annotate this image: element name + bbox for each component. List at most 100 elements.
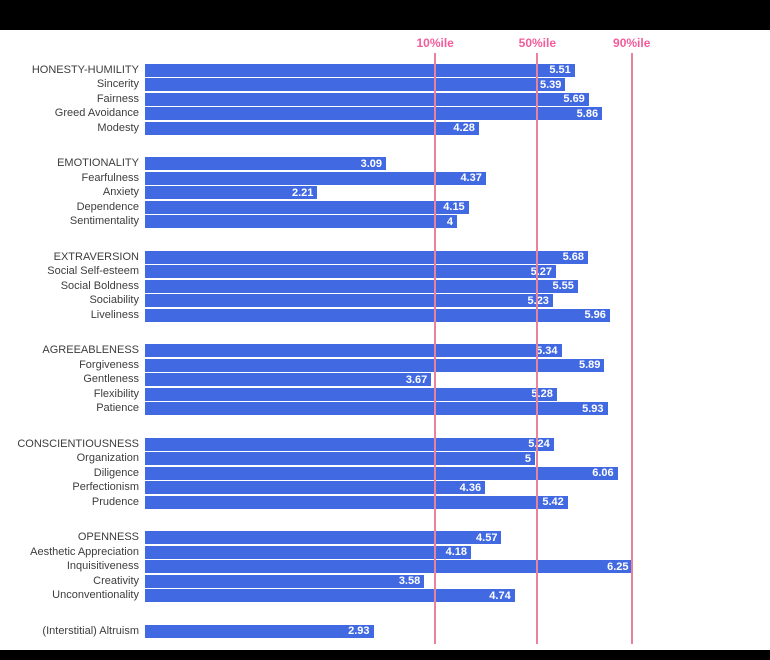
bar-value-label: 5.24 xyxy=(528,438,550,451)
row-label: Fearfulness xyxy=(81,171,139,184)
bar-value-label: 3.67 xyxy=(405,373,428,386)
bar: 5.28 xyxy=(145,387,557,401)
bar: 5.42 xyxy=(145,495,568,509)
bar-track: 5.86 xyxy=(145,107,769,121)
bar-value-label: 4.57 xyxy=(476,531,498,544)
bar-row: Sentimentality 4 xyxy=(0,215,769,230)
bar-track: 4 xyxy=(145,215,769,229)
row-label: Sociability xyxy=(89,294,139,307)
bar-value-label: 5.28 xyxy=(531,388,553,401)
row-label: Social Boldness xyxy=(60,279,139,292)
bar: 5.24 xyxy=(145,437,554,451)
bar-row: Prudence 5.42 xyxy=(0,495,769,510)
row-label: Creativity xyxy=(93,574,139,587)
bar-rows: HONESTY-HUMILITY 5.51 Sincerity 5.39 Fairnes… xyxy=(0,63,769,639)
row-label: EMOTIONALITY xyxy=(57,157,139,170)
row-label: Inquisitiveness xyxy=(66,560,139,573)
trait-group: OPENNESS 4.57 Aesthetic Appreciation 4.18 In… xyxy=(0,531,769,604)
bar-track: 4.37 xyxy=(145,171,769,185)
bar: 4.18 xyxy=(145,545,472,559)
bar-track: 3.67 xyxy=(145,373,769,387)
bar-row: OPENNESS 4.57 xyxy=(0,531,769,546)
bar-row: HONESTY-HUMILITY 5.51 xyxy=(0,63,769,78)
bar-row: Aesthetic Appreciation 4.18 xyxy=(0,545,769,560)
row-label: Aesthetic Appreciation xyxy=(30,545,139,558)
bar-row: Inquisitiveness 6.25 xyxy=(0,560,769,575)
bar: 5.55 xyxy=(145,279,578,293)
row-label: Modesty xyxy=(97,121,139,134)
bar: 5.34 xyxy=(145,344,562,358)
row-label: CONSCIENTIOUSNESS xyxy=(17,437,139,450)
bar-row: Flexibility 5.28 xyxy=(0,387,769,402)
row-label: Flexibility xyxy=(93,387,139,400)
bar-value-label: 5.39 xyxy=(539,78,562,91)
bar-row: AGREEABLENESS 5.34 xyxy=(0,344,769,359)
trait-group: EXTRAVERSION 5.68 Social Self-esteem 5.27 So… xyxy=(0,250,769,323)
bar-track: 5.39 xyxy=(145,78,769,92)
bar-row: Unconventionality 4.74 xyxy=(0,589,769,604)
percentile-label: 90%ile xyxy=(613,36,651,50)
bar-row: Anxiety 2.21 xyxy=(0,186,769,201)
percentile-label: 50%ile xyxy=(518,36,557,50)
row-label: Social Self-esteem xyxy=(47,265,139,278)
bar: 5.69 xyxy=(145,92,589,106)
row-label: AGREEABLENESS xyxy=(42,344,139,357)
bar-value-label: 4.18 xyxy=(445,546,468,559)
bar-track: 5.23 xyxy=(145,294,769,308)
bar-track: 4.36 xyxy=(145,481,769,495)
bar-row: Perfectionism 4.36 xyxy=(0,481,769,496)
bar-row: EMOTIONALITY 3.09 xyxy=(0,157,769,172)
bar-value-label: 4.28 xyxy=(453,122,475,135)
bar: 4 xyxy=(145,215,457,229)
bar-track: 5.93 xyxy=(145,402,769,416)
bar-row: Greed Avoidance 5.86 xyxy=(0,107,769,122)
bar-row: Creativity 3.58 xyxy=(0,574,769,589)
bar-row: Social Boldness 5.55 xyxy=(0,279,769,294)
bar-value-label: 5.89 xyxy=(578,359,601,372)
bar: 4.28 xyxy=(145,121,479,135)
bar-value-label: 5.96 xyxy=(584,309,606,322)
row-label: Anxiety xyxy=(102,186,139,199)
bar-row: Organization 5 xyxy=(0,452,769,467)
bar-track: 6.06 xyxy=(145,466,769,480)
bar-value-label: 6.06 xyxy=(592,467,614,480)
bar-row: Gentleness 3.67 xyxy=(0,373,769,388)
bar: 5.27 xyxy=(145,265,557,279)
bar-track: 5.24 xyxy=(145,437,769,451)
trait-group: (Interstitial) Altruism 2.93 xyxy=(0,624,769,639)
bar: 6.25 xyxy=(145,560,633,574)
bar-track: 5.34 xyxy=(145,344,769,358)
row-label: OPENNESS xyxy=(77,531,139,544)
bar: 5.23 xyxy=(145,294,553,308)
row-label: Sentimentality xyxy=(69,215,139,228)
bar-value-label: 4.15 xyxy=(443,201,465,214)
bar-track: 5.55 xyxy=(145,279,769,293)
bar: 4.15 xyxy=(145,200,469,214)
bar: 4.37 xyxy=(145,171,486,185)
bar-row: Modesty 4.28 xyxy=(0,121,769,136)
row-label: Sincerity xyxy=(96,78,139,91)
bar-track: 5 xyxy=(145,452,769,466)
bar-row: Liveliness 5.96 xyxy=(0,308,769,323)
bar-row: EXTRAVERSION 5.68 xyxy=(0,250,769,265)
bar: 5.39 xyxy=(145,78,566,92)
bar-row: Sincerity 5.39 xyxy=(0,78,769,93)
bar-row: Forgiveness 5.89 xyxy=(0,358,769,373)
bar-value-label: 4 xyxy=(446,215,453,228)
bar-value-label: 5.34 xyxy=(536,344,558,357)
row-label: HONESTY-HUMILITY xyxy=(31,63,139,76)
row-label: Diligence xyxy=(93,466,139,479)
row-label: Fairness xyxy=(96,92,139,105)
bar: 4.36 xyxy=(145,481,486,495)
bar: 2.21 xyxy=(145,186,318,200)
bar: 4.57 xyxy=(145,531,502,545)
row-label: Prudence xyxy=(91,495,139,508)
bar-value-label: 5.93 xyxy=(582,402,604,415)
bar-value-label: 5.68 xyxy=(562,251,585,264)
row-label: Dependence xyxy=(76,200,139,213)
bar-track: 3.58 xyxy=(145,574,769,588)
trait-group: CONSCIENTIOUSNESS 5.24 Organization 5 Dilige… xyxy=(0,437,769,510)
bar-track: 4.15 xyxy=(145,200,769,214)
bar-track: 2.21 xyxy=(145,186,769,200)
bar-row: Fearfulness 4.37 xyxy=(0,171,769,186)
